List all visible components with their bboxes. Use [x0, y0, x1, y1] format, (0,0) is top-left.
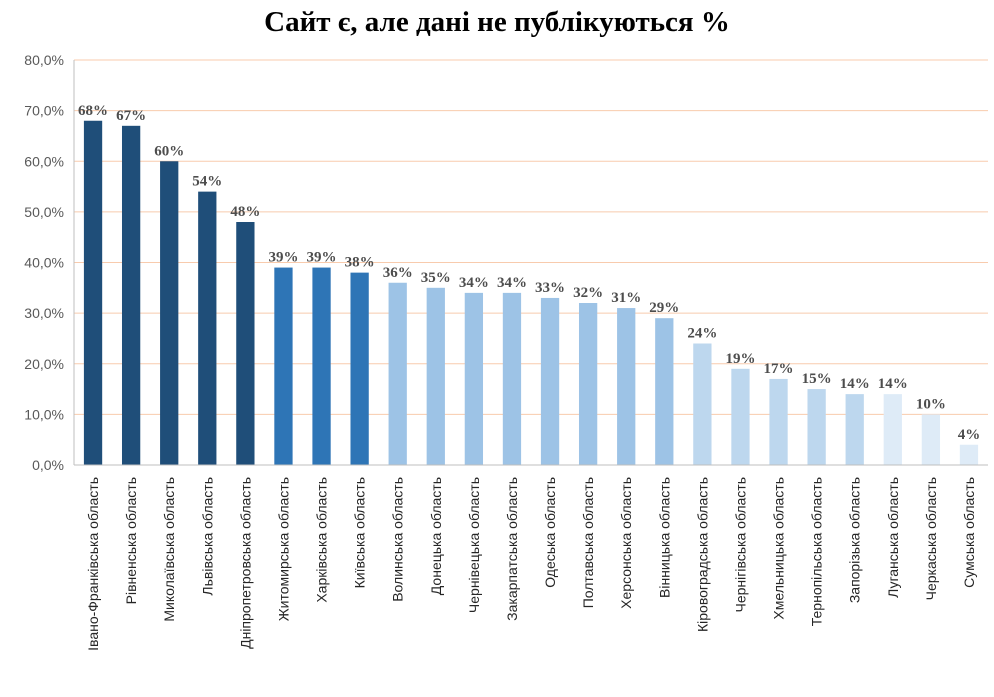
data-label: 14% [840, 376, 870, 392]
bar [274, 267, 293, 465]
bar [807, 389, 826, 465]
bar [959, 444, 979, 465]
x-category-label: Львівська область [199, 477, 215, 596]
x-category-label: Закарпатська область [504, 477, 520, 621]
bar [693, 343, 712, 465]
bar [883, 394, 902, 465]
x-category-label: Київська область [352, 477, 368, 588]
x-category-label: Луганська область [885, 477, 901, 598]
x-category-label: Волинська область [390, 477, 406, 602]
x-category-label: Чернігівська область [732, 477, 748, 612]
y-tick-label: 0,0% [32, 457, 64, 473]
data-label: 32% [573, 285, 603, 301]
data-label: 33% [535, 280, 565, 296]
y-tick-label: 20,0% [24, 356, 64, 372]
bar [236, 222, 255, 465]
x-category-label: Рівненська область [123, 477, 139, 604]
data-label: 14% [878, 376, 908, 392]
data-label: 39% [307, 250, 337, 266]
x-category-label: Житомирська область [275, 477, 291, 621]
x-category-label: Вінницька область [656, 477, 672, 598]
data-label: 10% [916, 396, 946, 412]
data-label: 60% [154, 143, 184, 159]
bar [655, 318, 674, 465]
x-category-label: Івано-Франківська область [85, 477, 101, 651]
data-label: 67% [116, 108, 146, 124]
bar [388, 282, 407, 465]
data-label: 19% [725, 351, 755, 367]
bars [83, 120, 979, 465]
bar [312, 267, 331, 465]
data-labels: 68% 67% 60% 54% 48% 39% 39% 38% 36% 35% 34% 34% 33% 3… [78, 103, 980, 443]
data-label: 29% [649, 300, 679, 316]
y-tick-label: 30,0% [24, 305, 64, 321]
x-axis-category-labels: Івано-Франківська область Рівненська обла… [85, 477, 977, 651]
data-label: 15% [802, 371, 832, 387]
data-label: 35% [421, 270, 451, 286]
x-category-label: Кіровоградська область [694, 477, 710, 632]
bar [502, 292, 522, 465]
data-label: 38% [345, 255, 375, 271]
bar [350, 272, 369, 465]
y-tick-label: 10,0% [24, 406, 64, 422]
data-label: 54% [192, 174, 222, 190]
y-tick-label: 70,0% [24, 103, 64, 119]
chart-title: Сайт є, але дані не публікуються % [264, 6, 730, 38]
bar [845, 394, 864, 465]
bar [464, 292, 484, 465]
bar [540, 297, 560, 465]
x-category-label: Одеська область [542, 477, 558, 588]
data-label: 34% [459, 275, 489, 291]
x-category-label: Донецька область [428, 477, 444, 595]
data-label: 24% [687, 326, 717, 342]
data-label: 34% [497, 275, 527, 291]
bar [426, 287, 445, 465]
x-category-label: Дніпропетровська область [237, 477, 253, 649]
bar [921, 414, 941, 465]
y-tick-label: 40,0% [24, 255, 64, 271]
x-category-label: Хмельницька область [771, 477, 787, 620]
x-category-label: Черкаська область [923, 477, 939, 600]
data-label: 4% [958, 427, 981, 443]
x-category-label: Чернівецька область [466, 477, 482, 613]
data-label: 68% [78, 103, 108, 119]
y-tick-label: 50,0% [24, 204, 64, 220]
data-label: 36% [383, 265, 413, 281]
bar [769, 378, 788, 465]
bar [198, 191, 217, 465]
y-tick-label: 60,0% [24, 153, 64, 169]
bar [121, 125, 141, 465]
data-label: 48% [230, 204, 260, 220]
data-label: 39% [268, 250, 298, 266]
y-axis-tick-labels: 0,0% 10,0% 20,0% 30,0% 40,0% 50,0% 60,0% 70,0% 8… [24, 52, 64, 473]
bar [578, 303, 598, 465]
bar [617, 308, 636, 465]
x-category-label: Миколаївська область [161, 477, 177, 622]
x-category-label: Тернопільська область [809, 477, 825, 626]
gridlines [74, 59, 988, 415]
x-category-label: Полтавська область [580, 477, 596, 608]
x-category-label: Сумська область [961, 477, 977, 588]
data-label: 31% [611, 290, 641, 306]
data-label: 17% [764, 361, 794, 377]
y-tick-label: 80,0% [24, 52, 64, 68]
x-category-label: Херсонська область [618, 477, 634, 609]
x-category-label: Харківська область [314, 477, 330, 603]
bar [160, 161, 179, 465]
bar [83, 120, 103, 465]
bar [731, 368, 750, 465]
x-category-label: Запорізька область [847, 477, 863, 603]
